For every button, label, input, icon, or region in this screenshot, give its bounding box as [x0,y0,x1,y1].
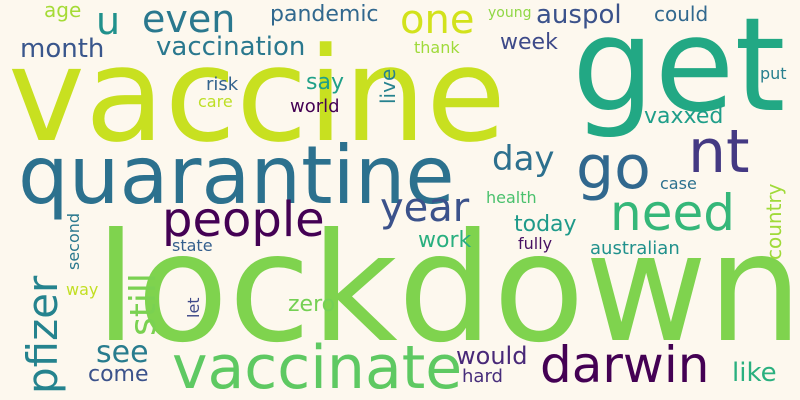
word-quarantine: quarantine [18,129,455,222]
word-case: case [660,174,697,193]
word-say: say [306,70,344,95]
word-country: country [762,183,786,260]
word-one: one [400,0,475,43]
word-auspol: auspol [536,0,622,30]
word-u: u [96,0,121,43]
word-health: health [486,188,537,207]
word-come: come [88,362,149,387]
word-state: state [172,236,213,255]
word-let: let [184,297,203,318]
word-pfizer: pfizer [18,275,67,394]
word-go: go [576,133,651,203]
word-even: even [142,0,236,41]
word-would: would [456,342,528,370]
word-darwin: darwin [540,336,710,394]
word-need: need [610,184,735,242]
word-nt: nt [688,117,750,187]
word-get: get [572,0,786,141]
word-second: second [64,212,83,270]
word-people: people [162,192,325,248]
word-could: could [654,2,709,26]
word-vaccine: vaccine [8,19,507,171]
word-age: age [44,0,82,22]
word-vaccination: vaccination [156,32,306,62]
word-today: today [514,212,577,237]
word-week: week [500,30,558,55]
word-see: see [96,335,149,370]
word-fully: fully [518,234,553,253]
word-day: day [492,139,555,179]
word-still: still [123,273,164,336]
word-young: young [488,5,532,21]
word-vaccinate: vaccinate [172,333,463,400]
word-care: care [198,92,233,111]
word-hard: hard [462,366,503,387]
word-risk: risk [206,74,239,95]
word-thank: thank [414,38,460,57]
word-zero: zero [288,292,336,317]
word-work: work [418,228,472,253]
word-put: put [760,64,787,83]
word-world: world [290,96,340,117]
word-month: month [20,34,105,64]
word-live: live [376,68,400,104]
word-like: like [732,358,777,388]
word-australian: australian [590,238,680,259]
word-vaxxed: vaxxed [644,104,724,129]
word-lockdown: lockdown [95,202,800,376]
word-pandemic: pandemic [270,2,379,27]
word-year: year [380,185,470,231]
word-way: way [66,280,99,299]
